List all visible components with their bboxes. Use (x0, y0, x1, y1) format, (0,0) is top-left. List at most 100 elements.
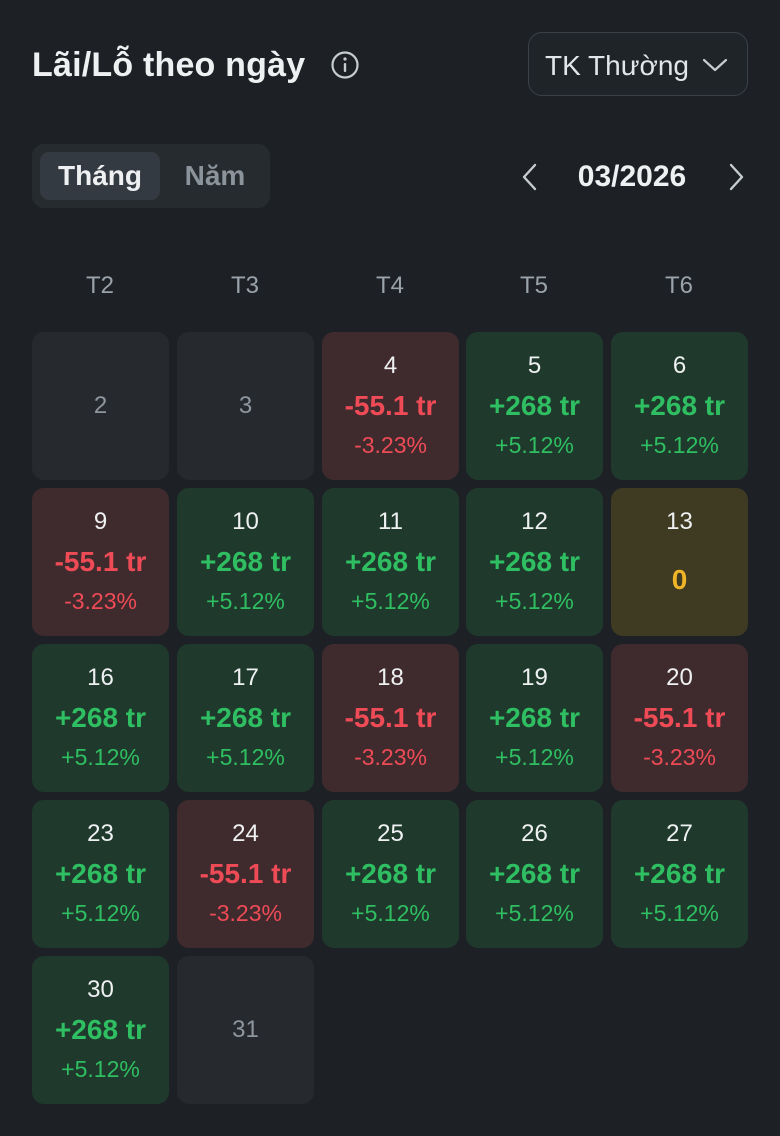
day-cell-20[interactable]: 20 -55.1 tr -3.23% (611, 644, 748, 792)
day-cell-25[interactable]: 25 +268 tr +5.12% (322, 800, 459, 948)
pnl-amount: +268 tr (199, 546, 292, 577)
day-number: 11 (378, 508, 403, 535)
pnl-percent: -3.23% (209, 900, 282, 926)
day-cell-18[interactable]: 18 -55.1 tr -3.23% (322, 644, 459, 792)
pnl-percent: +5.12% (206, 588, 285, 614)
day-number: 6 (672, 352, 687, 379)
pnl-percent: +5.12% (351, 588, 430, 614)
day-number: 20 (666, 664, 693, 691)
day-number: 27 (666, 820, 693, 847)
day-cell-30[interactable]: 30 +268 tr +5.12% (32, 956, 169, 1104)
day-number: 19 (521, 664, 548, 691)
pnl-percent: +5.12% (495, 432, 574, 458)
pnl-amount: +268 tr (199, 702, 292, 733)
day-number: 17 (232, 664, 259, 691)
pnl-percent: +5.12% (495, 588, 574, 614)
day-number: 23 (87, 820, 114, 847)
pnl-percent: +5.12% (61, 1056, 140, 1082)
current-month: 03/2026 (577, 160, 687, 193)
weekday-header: T2 T3 T4 T5 T6 (32, 272, 748, 308)
pnl-amount: +268 tr (488, 858, 581, 889)
weekday-label: T6 (664, 272, 693, 299)
day-number: 24 (232, 820, 259, 847)
pnl-amount: +268 tr (54, 1014, 147, 1045)
account-select-label: TK Thường (545, 50, 689, 81)
pnl-amount: +268 tr (488, 546, 581, 577)
day-number: 3 (238, 392, 253, 419)
month-navigator: 03/2026 (518, 150, 748, 204)
pnl-amount: 0 (671, 564, 688, 595)
pnl-amount: -55.1 tr (344, 702, 437, 733)
chevron-left-icon[interactable] (518, 162, 542, 192)
day-cell-10[interactable]: 10 +268 tr +5.12% (177, 488, 314, 636)
day-number: 26 (521, 820, 548, 847)
day-number: 16 (87, 664, 114, 691)
pnl-amount: -55.1 tr (633, 702, 726, 733)
day-cell-4[interactable]: 4 -55.1 tr -3.23% (322, 332, 459, 480)
tab-year[interactable]: Năm (184, 160, 246, 191)
day-number: 30 (87, 976, 114, 1003)
day-cell-26[interactable]: 26 +268 tr +5.12% (466, 800, 603, 948)
tab-month[interactable]: Tháng (40, 152, 160, 200)
day-number: 9 (93, 508, 108, 535)
calendar-grid: 2 3 4 -55.1 tr -3.23% 5 +268 tr +5.12% 6 +268 tr +… (32, 332, 748, 1104)
pnl-percent: -3.23% (64, 588, 137, 614)
pnl-percent: +5.12% (206, 744, 285, 770)
weekday-label: T3 (230, 272, 259, 299)
day-cell-23[interactable]: 23 +268 tr +5.12% (32, 800, 169, 948)
pnl-amount: -55.1 tr (344, 390, 437, 421)
pnl-percent: +5.12% (640, 900, 719, 926)
period-toggle: Tháng Năm (32, 144, 270, 208)
page-title: Lãi/Lỗ theo ngày (32, 46, 306, 84)
chevron-down-icon (702, 58, 728, 72)
day-cell-19[interactable]: 19 +268 tr +5.12% (466, 644, 603, 792)
day-cell-6[interactable]: 6 +268 tr +5.12% (611, 332, 748, 480)
day-cell-31[interactable]: 31 (177, 956, 314, 1104)
pnl-amount: +268 tr (344, 858, 437, 889)
pnl-amount: +268 tr (633, 390, 726, 421)
pnl-percent: +5.12% (495, 744, 574, 770)
pnl-amount: +268 tr (54, 858, 147, 889)
chevron-right-icon[interactable] (724, 162, 748, 192)
day-cell-11[interactable]: 11 +268 tr +5.12% (322, 488, 459, 636)
header: Lãi/Lỗ theo ngày TK Thường (32, 32, 748, 96)
pnl-amount: -55.1 tr (199, 858, 292, 889)
day-number: 25 (377, 820, 404, 847)
day-cell-17[interactable]: 17 +268 tr +5.12% (177, 644, 314, 792)
weekday-label: T4 (375, 272, 404, 299)
day-cell-24[interactable]: 24 -55.1 tr -3.23% (177, 800, 314, 948)
day-cell-2[interactable]: 2 (32, 332, 169, 480)
pnl-percent: +5.12% (495, 900, 574, 926)
pnl-amount: +268 tr (54, 702, 147, 733)
info-icon[interactable] (330, 50, 360, 80)
pnl-amount: +268 tr (344, 546, 437, 577)
day-cell-16[interactable]: 16 +268 tr +5.12% (32, 644, 169, 792)
pnl-amount: +268 tr (488, 390, 581, 421)
day-cell-12[interactable]: 12 +268 tr +5.12% (466, 488, 603, 636)
pnl-percent: +5.12% (61, 900, 140, 926)
pnl-percent: -3.23% (354, 744, 427, 770)
pnl-amount: -55.1 tr (54, 546, 147, 577)
day-cell-27[interactable]: 27 +268 tr +5.12% (611, 800, 748, 948)
day-number: 12 (521, 508, 548, 535)
pnl-percent: -3.23% (354, 432, 427, 458)
pnl-amount: +268 tr (633, 858, 726, 889)
day-cell-9[interactable]: 9 -55.1 tr -3.23% (32, 488, 169, 636)
weekday-label: T2 (85, 272, 114, 299)
account-select[interactable]: TK Thường (528, 32, 748, 96)
day-number: 13 (666, 508, 693, 535)
weekday-label: T5 (519, 272, 548, 299)
day-number: 18 (377, 664, 404, 691)
day-number: 10 (232, 508, 259, 535)
day-number: 4 (383, 352, 398, 379)
pnl-percent: +5.12% (640, 432, 719, 458)
pnl-percent: +5.12% (61, 744, 140, 770)
day-number: 31 (232, 1016, 259, 1043)
pnl-percent: +5.12% (351, 900, 430, 926)
day-cell-5[interactable]: 5 +268 tr +5.12% (466, 332, 603, 480)
pnl-percent: -3.23% (643, 744, 716, 770)
day-number: 2 (93, 392, 108, 419)
day-cell-13[interactable]: 13 0 (611, 488, 748, 636)
day-number: 5 (527, 352, 542, 379)
day-cell-3[interactable]: 3 (177, 332, 314, 480)
